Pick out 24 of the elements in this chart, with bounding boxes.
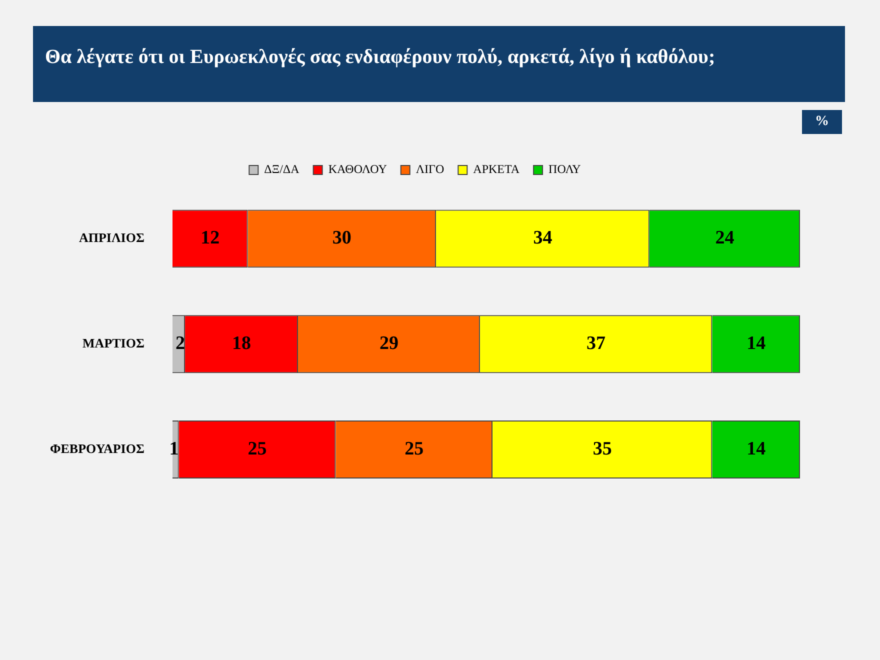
legend-label: ΔΞ/ΔΑ [264,162,300,176]
y-tick-label: ΜΑΡΤΙΟΣ [82,335,144,350]
chart-title: Θα λέγατε ότι οι Ευρωεκλογές σας ενδιαφέρουν πολύ, αρκετά, λίγο ή καθόλου; [33,26,845,102]
legend-label: ΑΡΚΕΤΑ [473,162,520,176]
data-label: 29 [379,333,398,354]
data-label: 14 [746,438,766,460]
data-label: 35 [592,438,612,460]
data-label: 18 [232,333,252,354]
data-label: 25 [248,438,267,460]
y-tick-label: ΦΕΒΡΟΥΑΡΙΟΣ [50,440,144,456]
data-label: 12 [200,228,220,249]
legend-label: ΠΟΛΥ [548,162,582,176]
data-label: 25 [404,438,424,460]
data-label: 30 [332,228,352,249]
data-label: 1 [169,438,179,460]
text: % [802,110,842,134]
y-tick-label: ΑΠΡΙΛΙΟΣ [78,230,144,246]
data-label: 2 [176,333,186,354]
legend-label: ΚΑΘΟΛΟΥ [328,162,388,176]
legend-label: ΛΙΓΟ [416,162,444,176]
data-label: 14 [746,333,766,354]
data-label: 34 [533,228,553,249]
data-label: 24 [715,228,735,249]
data-label: 37 [586,333,606,354]
